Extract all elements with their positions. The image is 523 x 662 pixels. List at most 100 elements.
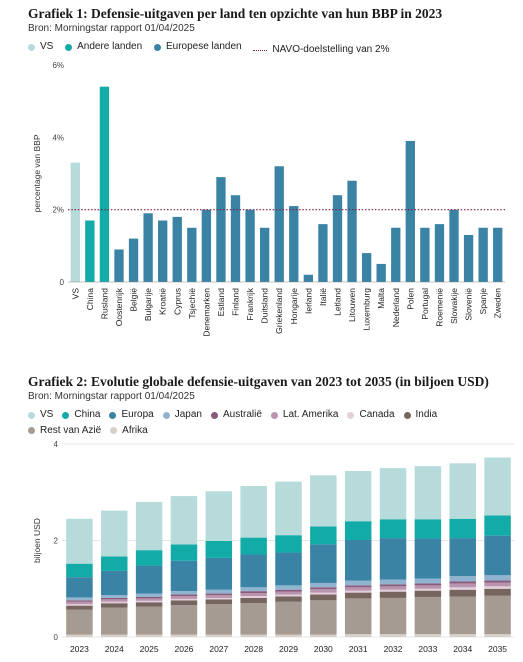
legend-swatch [403, 411, 411, 419]
segment-afrika-2025 [135, 634, 163, 637]
chart1-legend: VS Andere landen Europese landen NAVO-do… [28, 40, 523, 57]
segment-vs-2027 [205, 491, 233, 541]
legend-label: India [415, 409, 438, 420]
segment-afrika-2024 [101, 634, 128, 637]
segment-rest-van-azie-2029 [275, 601, 302, 635]
legend-swatch [62, 411, 70, 419]
legend-item-canada: Canada [347, 408, 395, 422]
legend-item-navo-doelstelling: NAVO-doelstelling van 2% [253, 43, 389, 57]
segment-canada-2031 [344, 590, 372, 593]
segment-canada-2027 [205, 597, 233, 600]
x-tick-label: Hongarije [289, 288, 299, 325]
segment-canada-2033 [414, 588, 442, 591]
segment-rest-van-azie-2031 [344, 598, 372, 635]
segment-canada-2032 [379, 589, 407, 592]
x-tick-label: Luxemburg [362, 288, 372, 331]
segment-canada-2029 [275, 594, 302, 597]
segment-china-2028 [240, 537, 267, 555]
legend-label: VS [40, 41, 54, 52]
segment-japan-2029 [275, 585, 302, 590]
segment-india-2028 [240, 597, 267, 604]
legend-swatch [28, 411, 35, 419]
bar-duitsland [259, 227, 270, 282]
bar-portugal [420, 227, 430, 282]
segment-rest-van-azie-2028 [240, 603, 267, 635]
segment-europa-2029 [275, 552, 302, 586]
x-tick-label: Denemarken [201, 288, 211, 337]
segment-lat-amerika-2025 [135, 598, 163, 601]
legend-item-lat-amerika: Lat. Amerika [270, 408, 338, 422]
legend-label: Australië [222, 409, 262, 420]
segment-australie-2029 [275, 589, 302, 592]
segment-vs-2031 [344, 471, 372, 522]
segment-australie-2026 [170, 594, 198, 596]
segment-india-2027 [205, 599, 233, 605]
chart2-header: Grafiek 2: Evolutie globale defensie-uit… [0, 374, 523, 439]
x-tick-label: VS [70, 288, 80, 300]
segment-afrika-2026 [170, 634, 198, 637]
segment-australie-2031 [344, 585, 372, 588]
x-tick-label: 2029 [279, 644, 298, 654]
segment-europa-2035 [484, 535, 511, 576]
segment-rest-van-azie-2023 [66, 609, 93, 635]
segment-china-2029 [275, 535, 302, 553]
segment-lat-amerika-2032 [379, 586, 407, 590]
segment-india-2030 [310, 594, 337, 601]
segment-rest-van-azie-2033 [414, 596, 442, 635]
x-tick-label: Portugal [420, 288, 430, 320]
y-tick-label: 6% [52, 61, 64, 70]
chart2-legend: VS China Europa Japan Australië Lat. Amerika C… [28, 408, 523, 439]
y-tick-label: 2 [54, 537, 59, 546]
legend-swatch [347, 411, 355, 419]
x-tick-label: 2032 [384, 644, 403, 654]
chart2-title: Grafiek 2: Evolutie globale defensie-uit… [28, 374, 489, 389]
segment-vs-2026 [170, 496, 198, 545]
x-tick-label: Duitsland [260, 288, 270, 324]
bar-finland [230, 195, 241, 282]
x-tick-label: Rusland [99, 288, 109, 319]
y-tick-label: 0 [60, 278, 65, 287]
legend-item-india: India [403, 408, 438, 422]
chart2-source: Bron: Morningstar rapport 01/04/2025 [28, 391, 195, 402]
segment-china-2031 [344, 521, 372, 541]
x-tick-label: Malta [376, 288, 386, 309]
x-tick-label: Zweden [493, 288, 503, 319]
segment-vs-2035 [484, 457, 511, 516]
segment-europa-2025 [135, 565, 163, 594]
segment-rest-van-azie-2032 [379, 597, 407, 635]
bar-estland [216, 177, 226, 282]
legend-item-europa: Europa [109, 408, 154, 422]
segment-canada-2025 [135, 600, 163, 603]
segment-afrika-2030 [310, 634, 337, 637]
segment-india-2031 [344, 592, 372, 599]
bar-hongarije [289, 206, 299, 282]
x-tick-label: Estland [216, 288, 226, 317]
segment-china-2025 [135, 550, 163, 566]
bar-frankrijk [245, 209, 255, 282]
x-tick-label: Kroatië [158, 288, 168, 315]
x-tick-label: Frankrijk [245, 287, 255, 320]
bar-cyprus [172, 216, 182, 282]
x-tick-label: Ierland [303, 288, 313, 314]
legend-label: China [74, 409, 101, 420]
bar-ierland [303, 274, 314, 282]
segment-india-2025 [135, 602, 163, 607]
bar-slowakije [449, 209, 459, 282]
x-tick-label: Finland [231, 288, 241, 316]
segment-canada-2030 [310, 592, 337, 595]
segment-japan-2026 [170, 591, 198, 595]
segment-japan-2032 [379, 579, 407, 585]
x-tick-label: Roemenië [434, 288, 444, 327]
segment-europa-2031 [344, 540, 372, 581]
segment-china-2032 [379, 519, 407, 539]
segment-canada-2028 [240, 595, 267, 598]
bar-vs [70, 162, 80, 282]
segment-lat-amerika-2027 [205, 595, 233, 598]
x-tick-label: Tsjechië [187, 288, 197, 319]
segment-japan-2034 [449, 576, 476, 582]
segment-japan-2035 [484, 575, 511, 581]
segment-india-2032 [379, 591, 407, 598]
segment-japan-2023 [66, 597, 93, 601]
segment-afrika-2023 [66, 634, 93, 637]
segment-afrika-2034 [449, 634, 476, 637]
